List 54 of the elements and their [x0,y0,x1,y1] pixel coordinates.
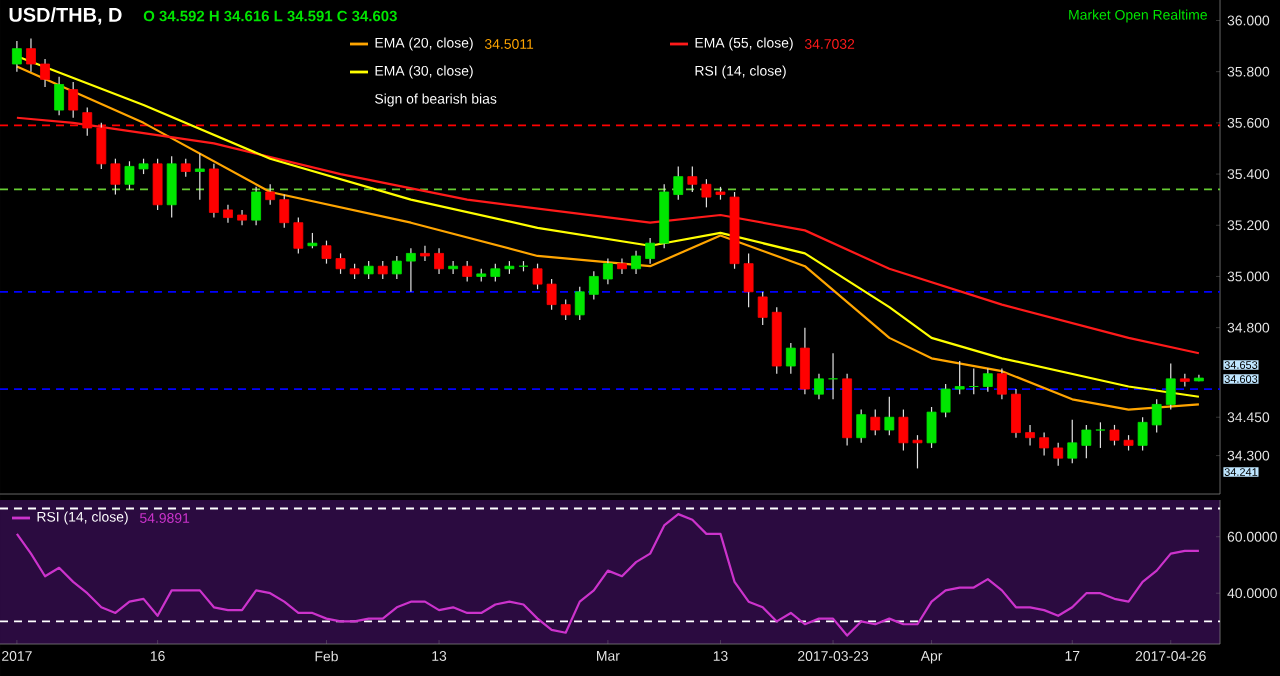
candlestick [434,247,444,275]
candlestick [11,40,22,73]
candlestick [1053,442,1064,467]
candlestick [82,106,93,137]
candlestick [631,250,641,275]
candlestick [560,298,571,321]
candlestick [265,183,276,206]
candlestick [54,76,65,116]
candlestick [1011,388,1021,439]
candlestick [208,163,219,219]
candlestick [420,245,430,262]
candlestick [828,352,838,400]
candlestick [687,165,698,193]
candlestick [448,260,459,275]
candlestick [757,291,768,326]
chart-title: USD/THB, D [9,7,122,25]
candlestick [251,186,262,226]
candlestick [1081,424,1092,459]
candlestick [645,237,656,265]
candlestick [462,260,473,283]
candlestick [1151,398,1162,434]
candlestick [884,396,895,436]
candlestick [588,270,599,301]
candlestick [391,255,402,280]
candlestick [26,37,36,73]
candlestick [40,58,50,88]
candlestick [279,193,290,229]
candlestick [152,158,163,211]
candlestick [856,408,867,444]
candlestick [194,152,205,201]
candlestick [110,158,121,196]
candlestick [1039,431,1050,457]
candlestick [405,247,416,293]
candlestick [785,342,796,375]
candlestick [982,367,993,393]
candlestick [814,373,824,400]
candlestick [1095,421,1106,449]
candlestick [968,367,979,395]
candlestick [1137,416,1148,452]
candlestick [574,286,585,321]
candlestick [617,257,627,275]
candlestick [166,155,177,219]
candlestick [293,216,304,255]
candlestick [1067,419,1078,464]
candlestick [1025,424,1035,446]
candlestick [603,257,613,285]
candlestick [954,360,965,395]
candlestick [68,81,79,119]
candlestick [673,165,684,201]
candlestick [870,408,881,436]
candlestick [1165,362,1176,411]
candlestick [800,327,810,395]
line-series [15,116,1201,355]
candlestick [997,367,1007,400]
